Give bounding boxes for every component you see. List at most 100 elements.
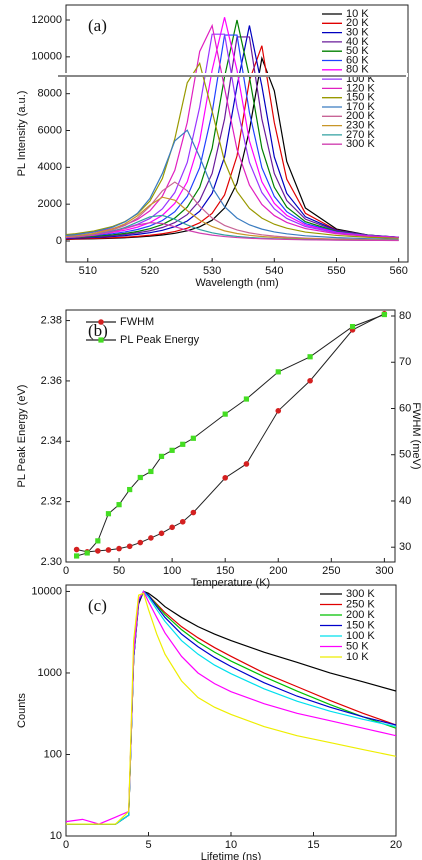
y2-tick-label: 30	[399, 541, 411, 553]
data-point	[137, 539, 144, 546]
x-tick-label: 530	[203, 265, 221, 277]
series-line	[76, 314, 385, 557]
legend-marker	[98, 319, 104, 325]
series-line	[66, 19, 399, 239]
x-tick-label: 250	[322, 565, 340, 577]
data-point	[74, 553, 80, 559]
y-tick-label: 2.30	[41, 556, 62, 568]
data-point	[222, 475, 228, 481]
axis-break-gap	[58, 73, 408, 77]
plot-frame	[65, 309, 396, 563]
data-point	[116, 545, 122, 552]
data-point	[169, 524, 175, 531]
y2-tick-label: 80	[399, 310, 411, 322]
x-tick-label: 0	[63, 565, 69, 577]
legend-label: 150 K	[346, 92, 375, 104]
legend-marker	[98, 337, 104, 343]
data-point	[275, 408, 282, 414]
legend-label: 230 K	[346, 120, 375, 132]
data-point	[148, 535, 154, 541]
series-line	[66, 590, 396, 825]
y-tick-label: 2.38	[41, 314, 62, 326]
x-tick-label: 200	[269, 565, 287, 577]
panel-label: (c)	[88, 596, 107, 615]
data-point	[169, 447, 175, 453]
data-point	[381, 311, 387, 318]
y2-axis-title: FWHM (meV)	[410, 402, 422, 469]
x-axis-title: Lifetime (ns)	[201, 851, 262, 860]
x-tick-label: 100	[163, 565, 181, 577]
x-axis-title: Wavelength (nm)	[195, 277, 278, 289]
series-line	[66, 129, 399, 240]
data-point	[95, 548, 101, 554]
y-tick-label: 1000	[38, 667, 62, 679]
series-line	[66, 34, 399, 238]
data-point	[127, 486, 133, 493]
legend-label: 30 K	[346, 27, 369, 39]
plot-frame	[65, 4, 409, 263]
x-tick-label: 550	[327, 265, 345, 277]
data-point	[137, 474, 143, 481]
data-point	[307, 377, 313, 384]
panel-label: (a)	[88, 16, 107, 35]
y-axis-title: Counts	[16, 693, 28, 728]
x-tick-label: 540	[265, 265, 283, 277]
y-tick-label: 10000	[31, 51, 62, 63]
plot-area	[66, 590, 396, 825]
x-tick-label: 300	[375, 565, 393, 577]
data-point	[73, 546, 80, 553]
y-tick-label: 2.34	[41, 435, 62, 447]
data-point	[190, 509, 197, 516]
plot-area	[66, 17, 399, 242]
y-tick-label: 2000	[38, 198, 62, 210]
legend-label: 270 K	[346, 129, 375, 141]
y-tick-label: 12000	[31, 14, 62, 26]
y-tick-label: 8000	[38, 88, 62, 100]
series-line	[66, 45, 399, 240]
legend-label: FWHM	[120, 316, 154, 328]
x-tick-label: 20	[390, 839, 402, 851]
x-tick-label: 510	[79, 265, 97, 277]
legend-label: 300 K	[346, 138, 375, 150]
legend-label: 170 K	[346, 101, 375, 113]
data-point	[243, 461, 250, 467]
data-point	[126, 543, 133, 550]
data-point	[180, 441, 186, 447]
x-tick-label: 50	[113, 565, 125, 577]
legend-label: 40 K	[346, 36, 369, 48]
legend-label: 250 K	[346, 598, 375, 610]
data-point	[307, 354, 313, 360]
x-tick-label: 15	[307, 839, 319, 851]
y-tick-label: 2.36	[41, 375, 62, 387]
legend-label: 10 K	[346, 8, 369, 20]
legend-label: 120 K	[346, 82, 375, 94]
data-point	[222, 411, 228, 417]
data-point	[95, 538, 101, 544]
y-tick-label: 6000	[38, 124, 62, 136]
panel-label: (b)	[88, 321, 108, 340]
data-point	[84, 550, 90, 556]
series-line	[66, 196, 399, 241]
x-tick-label: 0	[63, 839, 69, 851]
legend-label: 150 K	[346, 619, 375, 631]
data-point	[243, 396, 250, 402]
legend-label: 50 K	[346, 45, 369, 57]
y-tick-label: 10	[50, 830, 62, 842]
series-line	[66, 36, 399, 239]
legend-label: 20 K	[346, 17, 369, 29]
data-point	[105, 547, 112, 553]
plot-area	[73, 310, 388, 559]
legend-label: 80 K	[346, 64, 369, 76]
legend-label: 200 K	[346, 110, 375, 122]
y-tick-label: 0	[56, 235, 62, 247]
data-point	[148, 468, 154, 475]
y-tick-label: 100	[44, 748, 62, 760]
series-line	[66, 25, 399, 240]
x-tick-label: 560	[389, 265, 407, 277]
y-tick-label: 4000	[38, 161, 62, 173]
x-tick-label: 5	[145, 839, 151, 851]
series-line	[76, 313, 385, 553]
data-point	[105, 511, 112, 517]
x-tick-label: 10	[225, 839, 237, 851]
